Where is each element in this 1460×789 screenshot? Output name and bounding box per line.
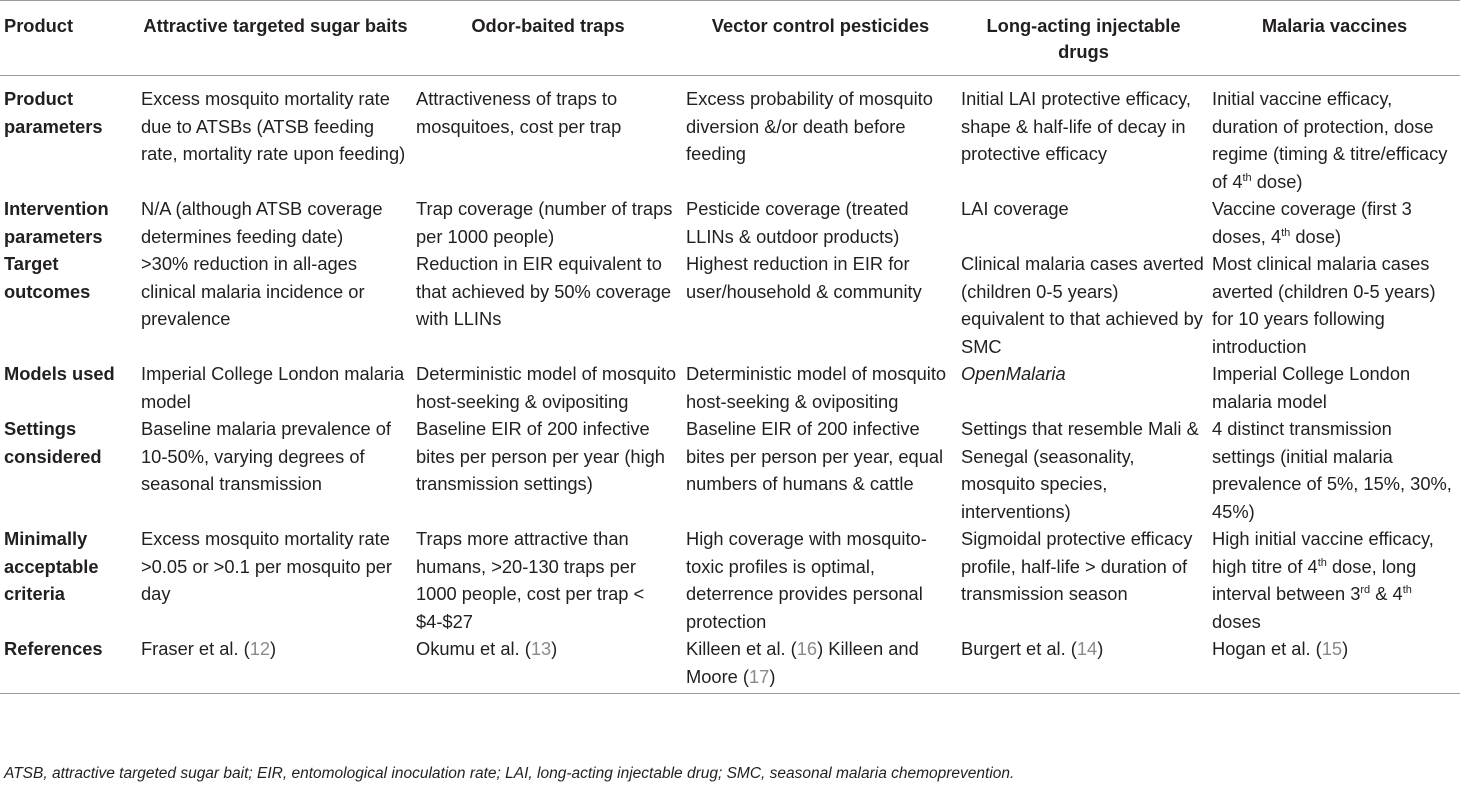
citation-link[interactable]: 14 <box>1076 638 1098 659</box>
cell-text: dose) <box>1251 170 1303 192</box>
cell-text: Vaccine coverage (first 3 doses, 4 <box>1212 198 1412 247</box>
table-row: Minimally acceptable criteria Excess mos… <box>0 525 1460 635</box>
table-cell: Baseline malaria prevalence of 10-50%, v… <box>141 418 391 494</box>
table-row: Target outcomes >30% reduction in all-ag… <box>0 250 1460 360</box>
table-row: References Fraser et al. (12) Okumu et a… <box>0 635 1460 694</box>
header-vaccines: Malaria vaccines <box>1209 0 1460 76</box>
citation-text: ) Killeen and Moore ( <box>686 638 919 687</box>
table-cell: Reduction in EIR equivalent to that achi… <box>416 253 672 329</box>
cell-text: dose) <box>1290 225 1342 247</box>
superscript: th <box>1317 556 1327 569</box>
header-atsb: Attractive targeted sugar baits <box>138 0 413 76</box>
table-row: Settings considered Baseline malaria pre… <box>0 415 1460 525</box>
citation-link[interactable]: 15 <box>1321 638 1343 659</box>
citation-link[interactable]: 16 <box>796 638 818 659</box>
table-cell: Most clinical malaria cases averted (chi… <box>1212 253 1436 357</box>
table-cell: Baseline EIR of 200 infective bites per … <box>416 418 665 494</box>
header-pesticides: Vector control pesticides <box>683 0 958 76</box>
citation-link[interactable]: 12 <box>249 638 271 659</box>
row-label: Minimally acceptable criteria <box>4 528 99 604</box>
table-cell: Initial LAI protective efficacy, shape &… <box>961 88 1191 164</box>
product-comparison-table: Product Attractive targeted sugar baits … <box>0 0 1460 694</box>
table-cell: Okumu et al. (13) <box>413 635 683 694</box>
row-label: Settings considered <box>4 418 102 467</box>
table-cell: Baseline EIR of 200 infective bites per … <box>686 418 944 494</box>
cell-text: & 4 <box>1370 583 1403 604</box>
citation-close: ) <box>769 665 776 687</box>
citation-text: Okumu et al. ( <box>416 638 531 659</box>
table-cell: Killeen et al. (16) Killeen and Moore (1… <box>683 635 958 694</box>
table-cell: Pesticide coverage (treated LLINs & outd… <box>686 198 909 247</box>
table-cell: Excess mosquito mortality rate due to AT… <box>141 88 406 164</box>
table-cell: High coverage with mosquito-toxic profil… <box>686 528 927 632</box>
table-cell: Trap coverage (number of traps per 1000 … <box>416 198 673 247</box>
citation-link[interactable]: 17 <box>749 665 770 687</box>
table-cell: High initial vaccine efficacy, high titr… <box>1209 525 1460 635</box>
table-cell: 4 distinct transmission settings (initia… <box>1212 418 1452 522</box>
citation-text: Fraser et al. ( <box>141 638 250 659</box>
header-row: Product Attractive targeted sugar baits … <box>0 0 1460 76</box>
citation-close: ) <box>270 638 277 659</box>
citation-close: ) <box>1342 638 1349 659</box>
row-label: Target outcomes <box>4 253 91 302</box>
header-product: Product <box>0 0 138 76</box>
table-cell: Sigmoidal protective efficacy profile, h… <box>961 528 1193 604</box>
table-cell: Clinical malaria cases averted (children… <box>961 253 1204 357</box>
cell-text: doses <box>1212 610 1261 632</box>
table-cell: Traps more attractive than humans, >20-1… <box>416 528 645 632</box>
citation-text: Killeen et al. ( <box>686 638 797 659</box>
superscript: rd <box>1360 584 1371 596</box>
table-cell: Fraser et al. (12) <box>138 635 413 694</box>
table-cell: Excess probability of mosquito diversion… <box>686 88 933 164</box>
table-cell: Burgert et al. (14) <box>958 635 1209 694</box>
table-row: Intervention parameters N/A (although AT… <box>0 195 1460 250</box>
table-cell: Imperial College London malaria model <box>141 363 405 412</box>
citation-close: ) <box>551 638 558 659</box>
table-cell: Deterministic model of mosquito host-see… <box>686 363 947 412</box>
table-row: Models used Imperial College London mala… <box>0 360 1460 415</box>
superscript: th <box>1402 584 1412 596</box>
citation-close: ) <box>1097 638 1104 659</box>
table-cell: Deterministic model of mosquito host-see… <box>416 363 677 412</box>
row-label: Intervention parameters <box>4 198 109 247</box>
cell-text: Initial vaccine efficacy, duration of pr… <box>1212 88 1448 192</box>
header-lai: Long-acting injectable drugs <box>958 0 1209 76</box>
table-cell: Excess mosquito mortality rate >0.05 or … <box>141 528 393 604</box>
row-label: Product parameters <box>4 88 103 137</box>
row-label: Models used <box>4 363 115 384</box>
table-cell: Hogan et al. (15) <box>1209 635 1460 694</box>
citation-text: Burgert et al. ( <box>961 638 1077 659</box>
table-cell: Initial vaccine efficacy, duration of pr… <box>1209 76 1460 196</box>
superscript: th <box>1242 171 1252 184</box>
table-cell: Settings that resemble Mali & Senegal (s… <box>961 418 1199 522</box>
table-footnote: ATSB, attractive targeted sugar bait; EI… <box>4 765 1015 782</box>
table-row: Product parameters Excess mosquito morta… <box>0 76 1460 196</box>
table-cell: N/A (although ATSB coverage determines f… <box>141 198 383 247</box>
cell-text: dose, long interval between 3 <box>1212 555 1417 605</box>
header-traps: Odor-baited traps <box>413 0 683 76</box>
table-cell: OpenMalaria <box>961 363 1066 384</box>
table-cell: Attractiveness of traps to mosquitoes, c… <box>416 88 622 137</box>
table-cell: >30% reduction in all-ages clinical mala… <box>141 253 365 329</box>
cell-text: High initial vaccine efficacy, high titr… <box>1212 528 1434 577</box>
table-cell: Vaccine coverage (first 3 doses, 4th dos… <box>1209 195 1460 250</box>
table-cell: Imperial College London malaria model <box>1212 363 1411 412</box>
superscript: th <box>1281 226 1291 239</box>
table-cell: LAI coverage <box>961 198 1069 219</box>
citation-link[interactable]: 13 <box>530 638 552 659</box>
citation-text: Hogan et al. ( <box>1212 638 1322 659</box>
table-cell: Highest reduction in EIR for user/househ… <box>686 253 922 302</box>
row-label: References <box>0 635 138 694</box>
